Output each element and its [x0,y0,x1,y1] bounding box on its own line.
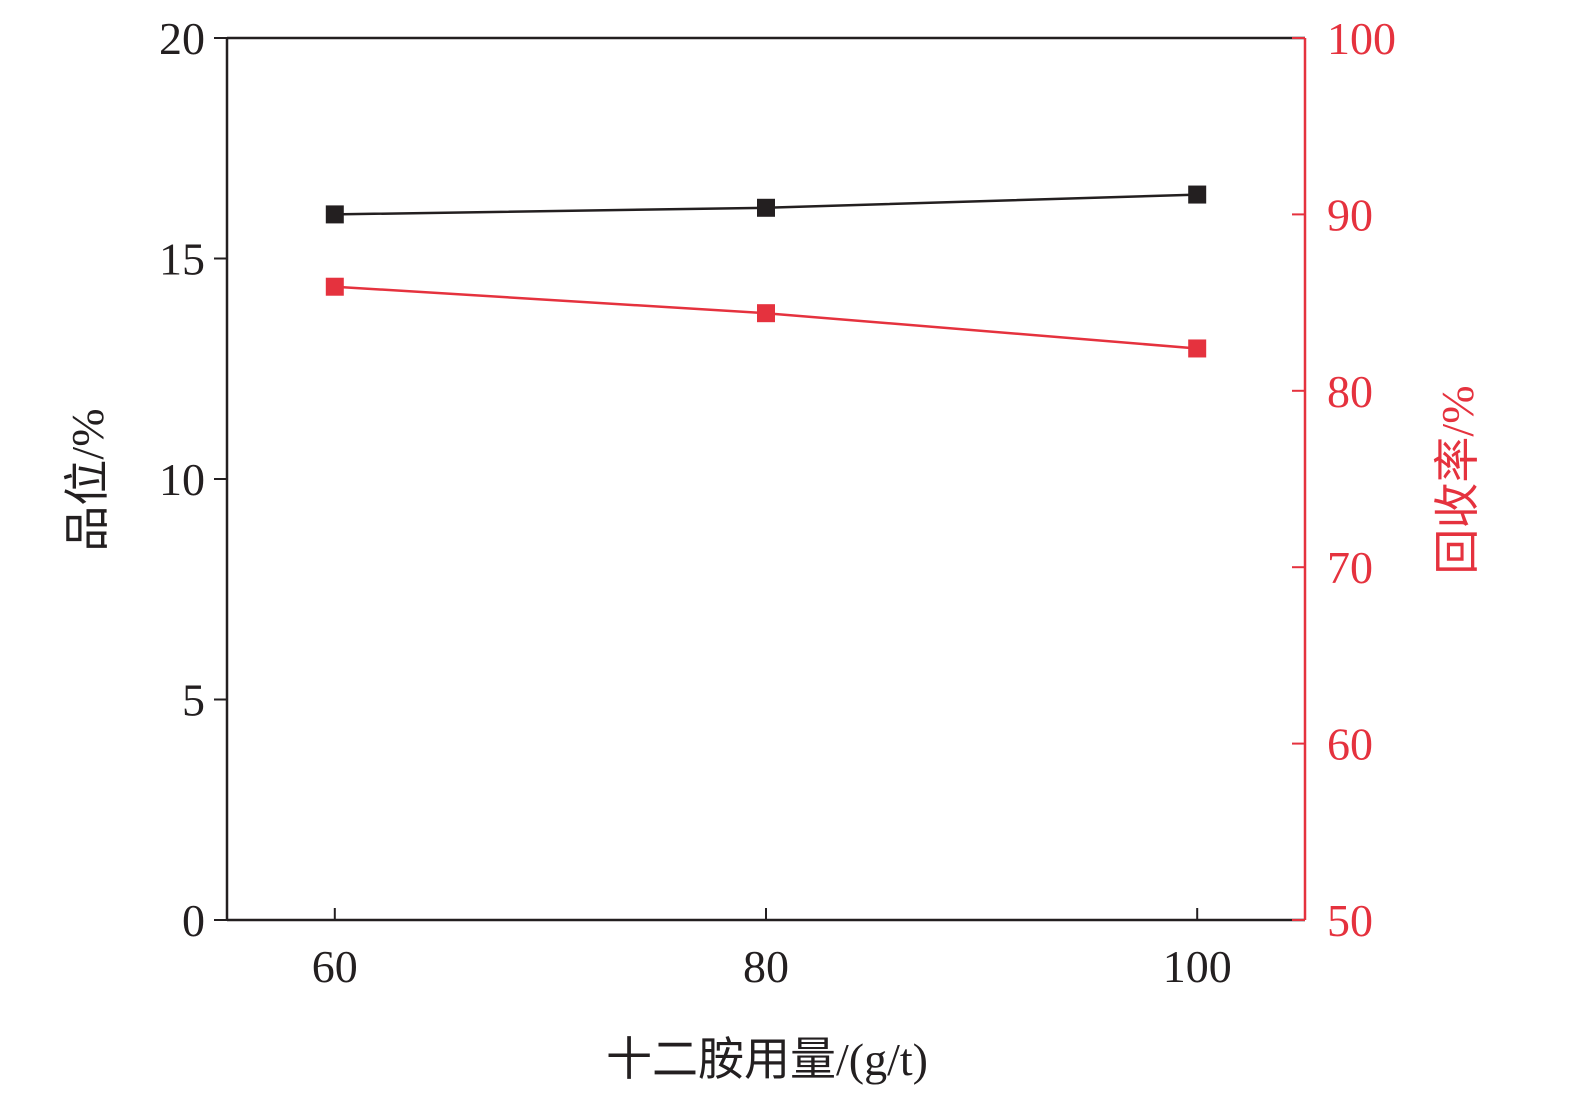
y2-tick-label: 70 [1327,542,1373,593]
series-2-marker [325,277,344,296]
series-layer [325,185,1207,358]
x-tick-label: 80 [743,941,789,992]
x-tick-label: 60 [312,941,358,992]
y2-tick-label: 90 [1327,189,1373,240]
axes-layer [225,36,1307,922]
series-1-marker [325,205,344,224]
y-axis-title: 品位/% [62,408,113,551]
y-tick-label: 5 [182,675,205,726]
y2-tick-label: 100 [1327,13,1396,64]
y-tick-label: 0 [182,895,205,946]
y-tick-label: 20 [159,13,205,64]
x-tick-label: 100 [1163,941,1232,992]
series-1-marker [1188,185,1207,204]
y2-tick-label: 80 [1327,366,1373,417]
series-2-marker [1188,339,1207,358]
y-tick-label: 10 [159,454,205,505]
series-2-marker [757,304,775,323]
y2-tick-label: 50 [1327,895,1373,946]
y-tick-label: 15 [159,234,205,285]
ticks-layer: 60 80 100 0 5 10 15 20 50 60 70 80 90 100 [159,13,1396,992]
x-axis-title: 十二胺用量/(g/t) [606,1034,928,1085]
series-1-marker [757,198,775,217]
y2-axis-title: 回收率/% [1432,385,1483,574]
y2-tick-label: 60 [1327,719,1373,770]
